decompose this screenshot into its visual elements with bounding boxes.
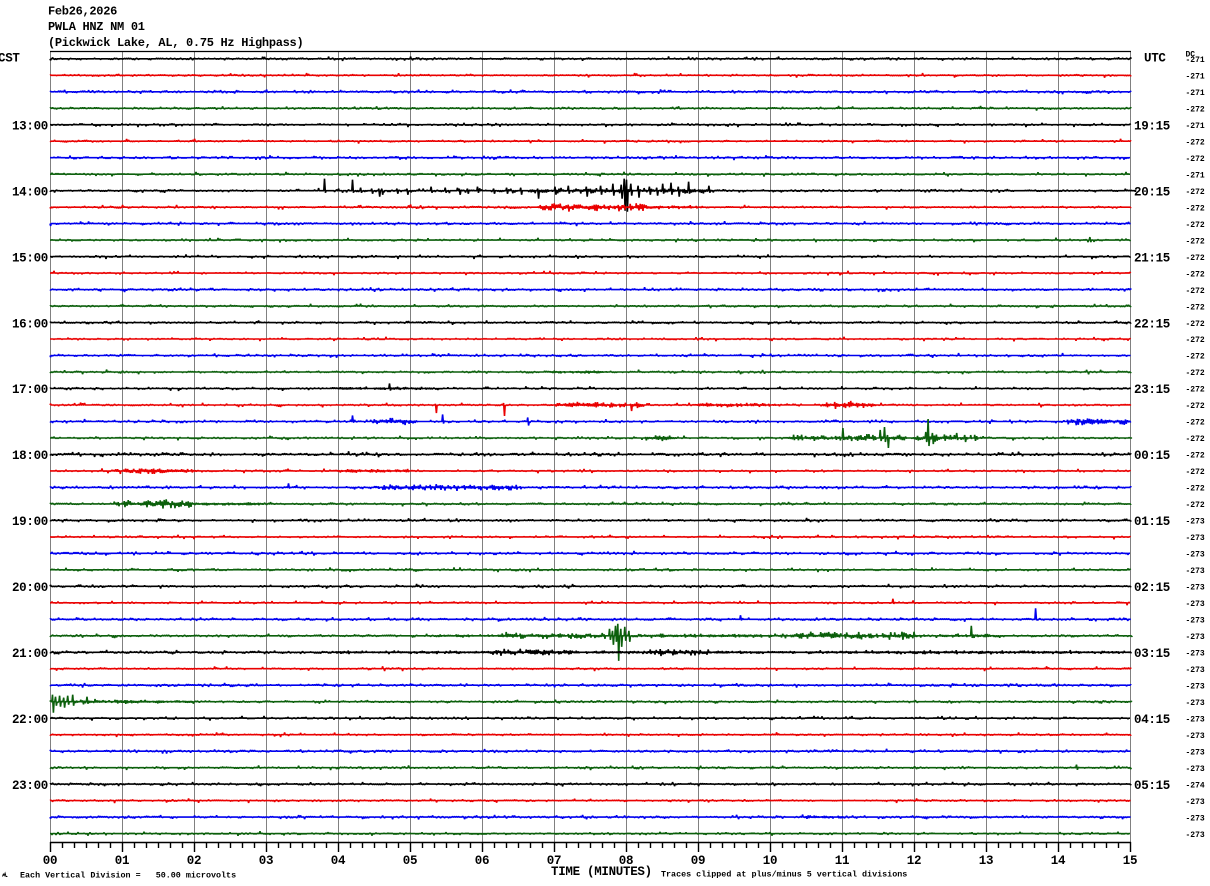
svg-text:17:00: 17:00 [12,383,48,397]
svg-text:-271: -271 [1186,72,1205,81]
svg-text:-273: -273 [1186,798,1205,807]
svg-text:00:15: 00:15 [1134,449,1170,463]
svg-text:-273: -273 [1186,534,1205,543]
svg-text:-273: -273 [1186,518,1205,527]
svg-text:-272: -272 [1186,468,1205,477]
svg-text:-272: -272 [1186,452,1205,461]
svg-text:-273: -273 [1186,666,1205,675]
svg-text:01: 01 [115,854,129,868]
svg-text:-272: -272 [1186,435,1205,444]
svg-text:-272: -272 [1186,386,1205,395]
svg-text:02:15: 02:15 [1134,581,1170,595]
svg-text:02: 02 [187,854,201,868]
svg-text:-273: -273 [1186,600,1205,609]
svg-text:13: 13 [979,854,993,868]
svg-text:22:15: 22:15 [1134,317,1170,331]
svg-text:-273: -273 [1186,732,1205,741]
svg-text:-272: -272 [1186,501,1205,510]
svg-text:09: 09 [691,854,705,868]
svg-text:-273: -273 [1186,616,1205,625]
svg-text:-272: -272 [1186,336,1205,345]
svg-text:-272: -272 [1186,237,1205,246]
svg-text:-273: -273 [1186,699,1205,708]
svg-text:-273: -273 [1186,748,1205,757]
svg-text:23:00: 23:00 [12,779,48,793]
svg-text:15:00: 15:00 [12,251,48,265]
svg-text:Traces clipped at plus/minus 5: Traces clipped at plus/minus 5 vertical … [661,870,907,880]
svg-text:18:00: 18:00 [12,449,48,463]
svg-text:04:15: 04:15 [1134,713,1170,727]
svg-text:-272: -272 [1186,138,1205,147]
svg-text:21:00: 21:00 [12,647,48,661]
svg-text:14:00: 14:00 [12,185,48,199]
svg-text:(Pickwick Lake, AL, 0.75 Hz Hi: (Pickwick Lake, AL, 0.75 Hz Highpass) [48,36,303,50]
svg-text:-273: -273 [1186,551,1205,560]
svg-text:-272: -272 [1186,419,1205,428]
svg-text:-272: -272 [1186,320,1205,329]
svg-text:06: 06 [475,854,489,868]
svg-text:-271: -271 [1186,89,1205,98]
svg-text:23:15: 23:15 [1134,383,1170,397]
svg-text:PWLA HNZ NM 01: PWLA HNZ NM 01 [48,20,145,34]
svg-text:13:00: 13:00 [12,119,48,133]
svg-text:12: 12 [907,854,921,868]
svg-text:19:15: 19:15 [1134,119,1170,133]
svg-text:-272: -272 [1186,353,1205,362]
svg-text:-273: -273 [1186,633,1205,642]
svg-text:-271: -271 [1186,171,1205,180]
svg-text:-272: -272 [1186,105,1205,114]
svg-text:11: 11 [835,854,849,868]
svg-text:-272: -272 [1186,221,1205,230]
svg-text:20:15: 20:15 [1134,185,1170,199]
svg-text:20:00: 20:00 [12,581,48,595]
svg-text:DC: DC [1186,51,1196,60]
svg-text:-272: -272 [1186,254,1205,263]
svg-text:-272: -272 [1186,270,1205,279]
svg-text:-272: -272 [1186,485,1205,494]
svg-text:-272: -272 [1186,188,1205,197]
svg-text:Each Vertical Division = 50.: Each Vertical Division = 50.00 microvolt… [20,871,236,881]
svg-text:15: 15 [1123,854,1137,868]
svg-text:04: 04 [331,854,346,868]
svg-text:-272: -272 [1186,402,1205,411]
svg-text:-272: -272 [1186,369,1205,378]
svg-text:08: 08 [619,854,633,868]
svg-text:-272: -272 [1186,303,1205,312]
svg-text:03: 03 [259,854,273,868]
svg-text:14: 14 [1051,854,1066,868]
svg-text:Feb26,2026: Feb26,2026 [48,5,117,19]
svg-text:-272: -272 [1186,155,1205,164]
svg-text:-273: -273 [1186,649,1205,658]
svg-text:05:15: 05:15 [1134,779,1170,793]
svg-text:TIME (MINUTES): TIME (MINUTES) [551,865,652,879]
svg-text:UTC: UTC [1144,52,1166,66]
svg-text:10: 10 [763,854,777,868]
svg-text:01:15: 01:15 [1134,515,1170,529]
svg-text:19:00: 19:00 [12,515,48,529]
svg-text:-273: -273 [1186,715,1205,724]
svg-text:-271: -271 [1186,56,1205,65]
svg-text:21:15: 21:15 [1134,251,1170,265]
svg-text:-272: -272 [1186,287,1205,296]
svg-text:16:00: 16:00 [12,317,48,331]
svg-text:-273: -273 [1186,567,1205,576]
svg-text:05: 05 [403,854,417,868]
svg-text:-273: -273 [1186,814,1205,823]
svg-text:-273: -273 [1186,682,1205,691]
svg-text:-273: -273 [1186,831,1205,840]
svg-text:-271: -271 [1186,122,1205,131]
svg-text:-273: -273 [1186,584,1205,593]
svg-text:-272: -272 [1186,204,1205,213]
svg-text:03:15: 03:15 [1134,647,1170,661]
svg-text:22:00: 22:00 [12,713,48,727]
svg-text:CST: CST [0,52,20,66]
svg-text:00: 00 [43,854,57,868]
svg-text:-273: -273 [1186,765,1205,774]
svg-text:-274: -274 [1186,781,1205,790]
svg-text:07: 07 [547,854,561,868]
